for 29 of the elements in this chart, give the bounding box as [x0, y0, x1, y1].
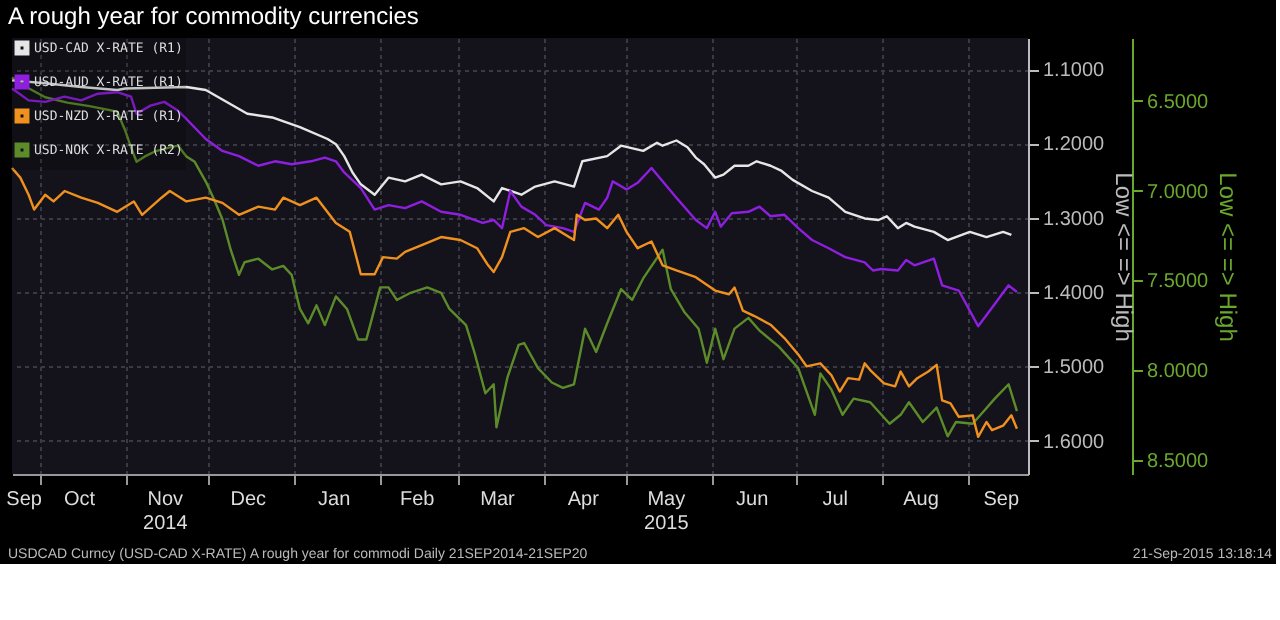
y2-tick-label: 7.5000 — [1147, 271, 1210, 294]
y-tick-label: 1.3000 — [1043, 208, 1106, 231]
x-tick-label: Feb — [399, 489, 436, 511]
x-tick-label: Sep — [983, 489, 1020, 511]
y2-tick-label: 8.0000 — [1147, 360, 1210, 383]
chart-title: A rough year for commodity currencies — [8, 2, 419, 30]
y-axis-title: Low <= => High — [1110, 172, 1139, 342]
x-tick-label: Dec — [230, 489, 267, 511]
x-tick-label: May 2015 — [644, 489, 690, 535]
x-tick-label: Jan — [318, 489, 351, 511]
y-tick-label: 1.4000 — [1043, 283, 1106, 306]
x-tick-label: Aug — [903, 489, 939, 511]
x-tick-label: Mar — [480, 489, 517, 511]
x-tick-label: Apr — [567, 489, 601, 511]
y-tick-label: 1.5000 — [1043, 357, 1106, 380]
x-tick-label: Sep — [6, 489, 43, 511]
y2-axis-title: Low <= => High — [1214, 172, 1243, 342]
y2-tick-label: 8.5000 — [1147, 450, 1210, 473]
y2-tick-label: 6.5000 — [1147, 91, 1210, 114]
x-tick-label: Jun — [736, 489, 769, 511]
x-tick-label: Nov 2014 — [143, 489, 189, 535]
y2-tick-label: 7.0000 — [1147, 181, 1210, 204]
line-series — [10, 166, 1019, 439]
x-tick-label: Jul — [822, 489, 849, 511]
x-tick-label: Oct — [63, 489, 96, 511]
y-tick-label: 1.2000 — [1043, 134, 1106, 157]
line-series — [10, 76, 1019, 438]
y-tick-label: 1.6000 — [1043, 431, 1106, 454]
y-tick-label: 1.1000 — [1043, 60, 1106, 83]
